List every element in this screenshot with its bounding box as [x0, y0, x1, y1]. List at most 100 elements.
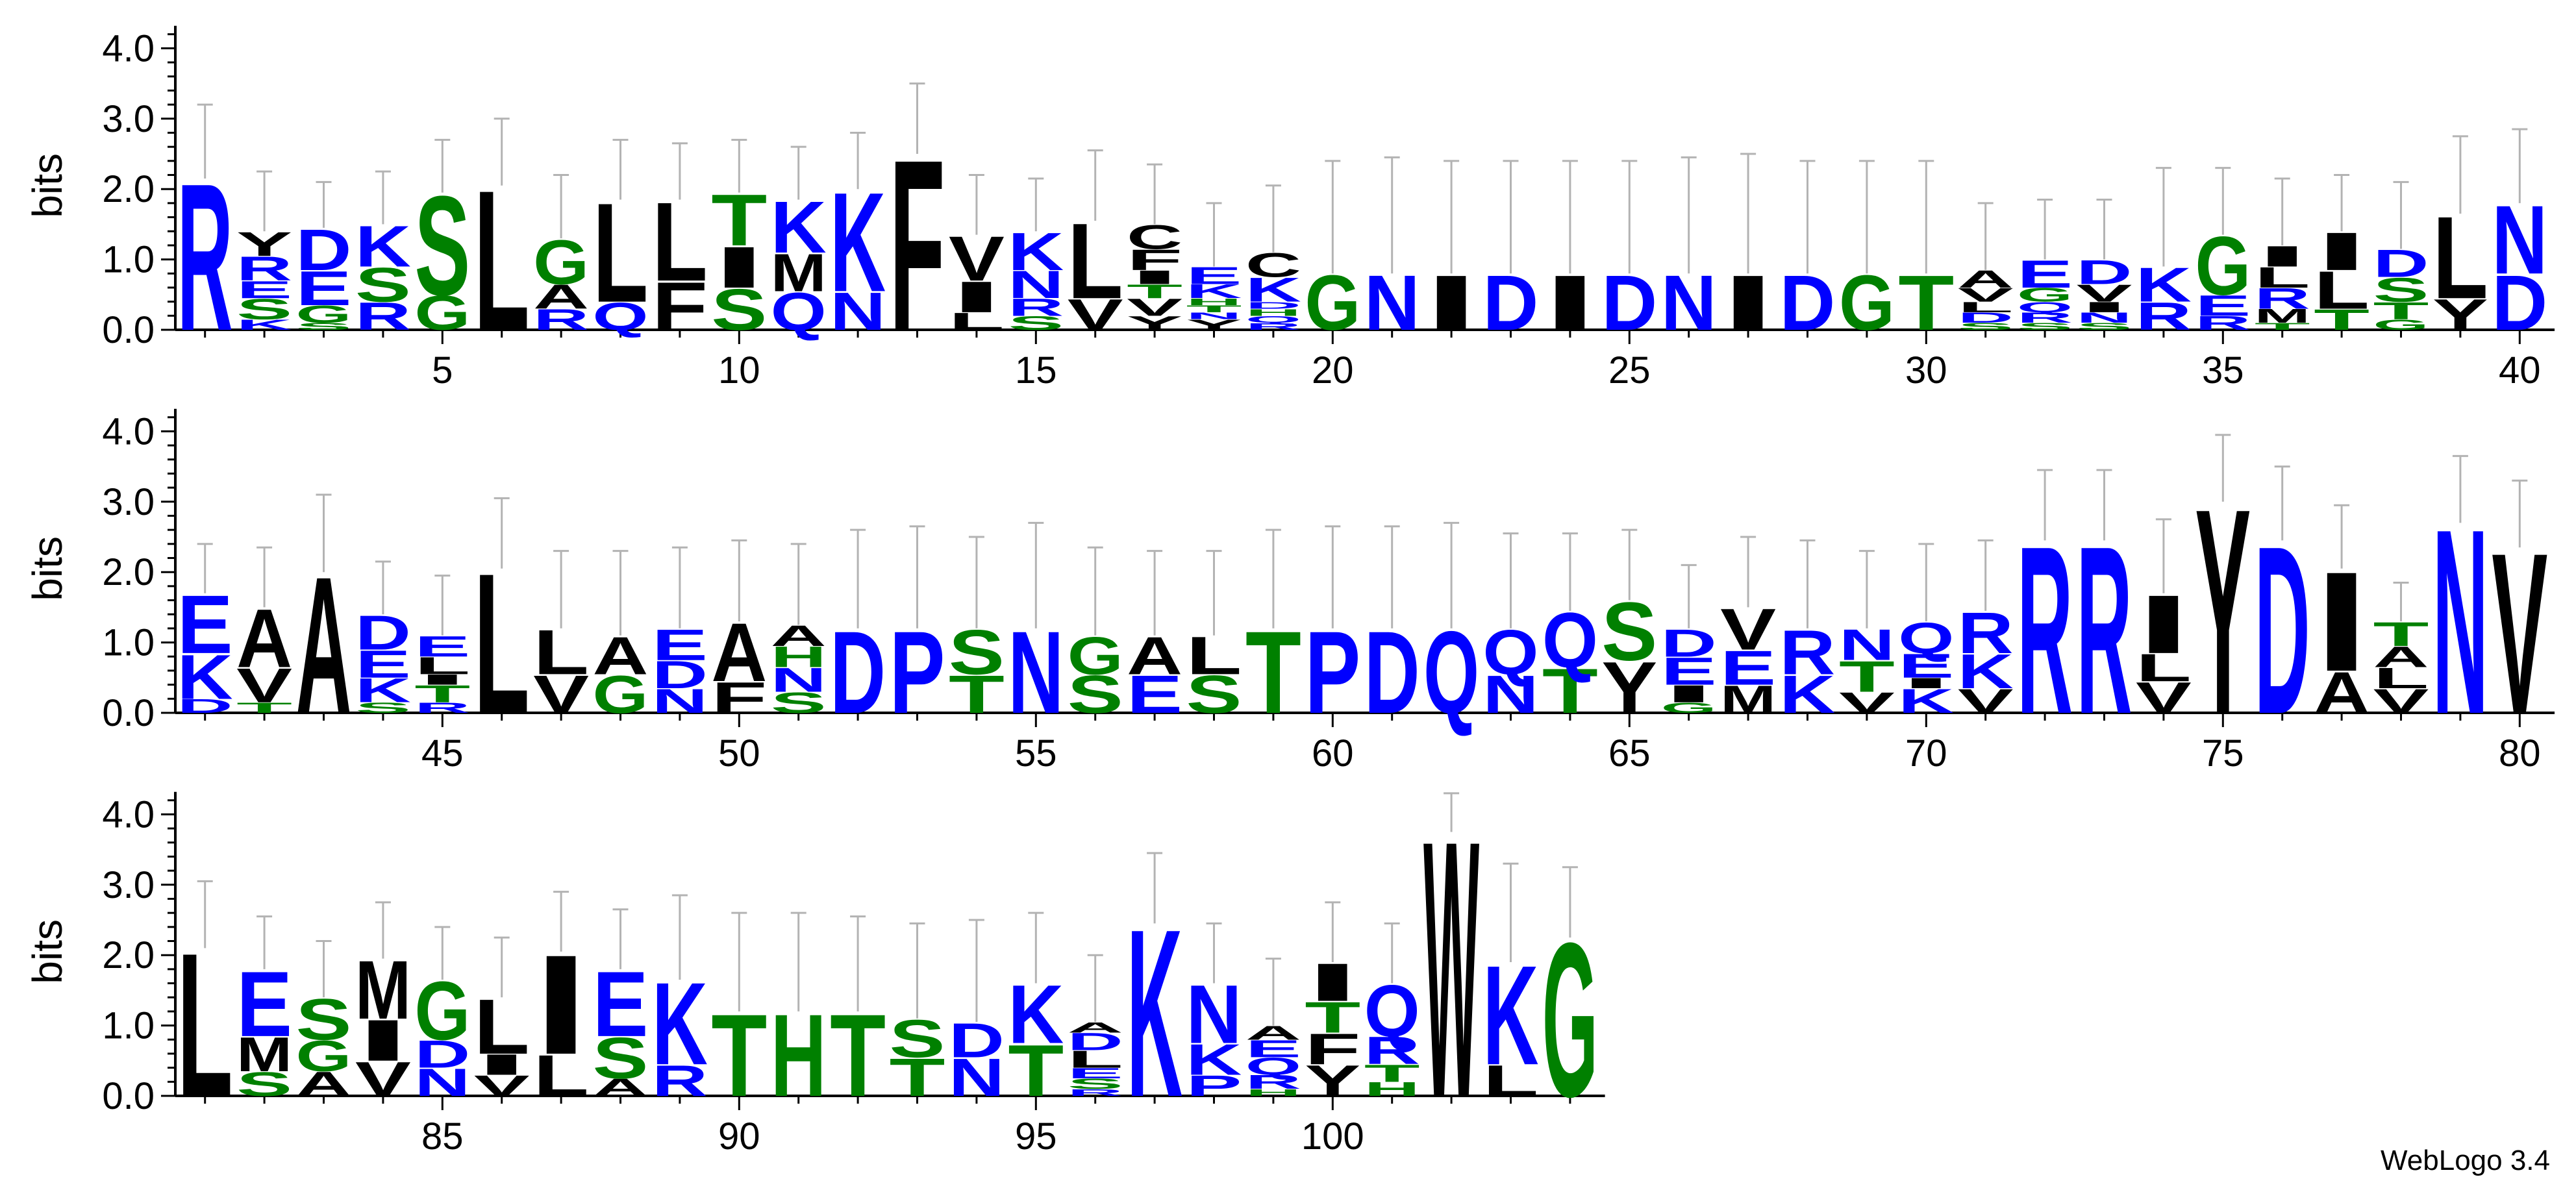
logo-column-61: D: [1364, 525, 1420, 738]
logo-column-60: P: [1305, 525, 1360, 738]
y-tick-label: 0.0: [102, 1075, 155, 1117]
logo-column-28: D: [1780, 160, 1835, 347]
x-tick-label: 15: [1015, 349, 1057, 391]
y-tick-label: 3.0: [102, 864, 155, 906]
residue-letter-C: C: [1245, 247, 1301, 284]
residue-letter-R: R: [2017, 310, 2073, 326]
residue-letter-A: A: [1245, 1022, 1301, 1044]
logo-column-79: N: [2432, 454, 2488, 769]
logo-column-91: H: [771, 911, 827, 1121]
residue-letter-T: T: [1305, 993, 1360, 1042]
residue-letter-D: D: [296, 217, 352, 283]
logo-column-21: N: [1364, 156, 1420, 347]
residue-letter-R: R: [2255, 282, 2310, 315]
residue-letter-T: T: [1245, 607, 1301, 738]
residue-letter-I: I: [533, 926, 589, 1084]
logo-column-52: D: [830, 528, 886, 738]
residue-letter-G: G: [414, 286, 470, 340]
logo-column-98: PKN: [1186, 922, 1242, 1102]
residue-letter-G: G: [1839, 260, 1895, 347]
residue-letter-A: A: [236, 593, 292, 686]
residue-letter-G: G: [2017, 284, 2073, 306]
residue-letter-L: L: [1068, 1046, 1123, 1073]
residue-letter-L: L: [593, 173, 649, 332]
residue-letter-D: D: [1601, 260, 1657, 347]
residue-letter-T: T: [711, 180, 767, 262]
residue-letter-T: T: [2255, 321, 2310, 332]
residue-letter-V: V: [1958, 284, 2014, 306]
residue-letter-V: V: [1958, 682, 2014, 720]
residue-letter-K: K: [1483, 937, 1539, 1095]
logo-column-103: LK: [1483, 862, 1539, 1106]
residue-letter-A: A: [533, 279, 589, 316]
logo-column-27: I: [1720, 153, 1776, 347]
y-tick-label: 0.0: [102, 692, 155, 734]
residue-letter-D: D: [1068, 1028, 1123, 1055]
residue-letter-I: I: [2314, 221, 2370, 282]
residue-letter-K: K: [1127, 880, 1182, 1148]
logo-column-7: RAG: [533, 174, 589, 336]
residue-letter-Y: Y: [1601, 646, 1657, 728]
logo-column-93: TS: [890, 922, 945, 1108]
residue-letter-R: R: [1780, 617, 1836, 688]
residue-letter-D: D: [177, 695, 233, 717]
logo-column-82: SME: [236, 915, 292, 1103]
y-axis-label: bits: [24, 536, 71, 601]
residue-letter-S: S: [355, 699, 411, 715]
residue-letter-H: H: [1186, 296, 1242, 307]
logo-column-4: RSK: [355, 170, 411, 338]
residue-letter-S: S: [2373, 271, 2429, 309]
y-axis-label: bits: [24, 919, 71, 984]
residue-letter-T: T: [711, 990, 767, 1121]
residue-letter-D: D: [2492, 260, 2547, 347]
logo-column-86: VIL: [474, 936, 530, 1102]
residue-letter-Q: Q: [1245, 314, 1301, 325]
logo-column-62: Q: [1423, 521, 1479, 738]
logo-column-83: AGS: [296, 940, 351, 1103]
residue-letter-R: R: [1008, 293, 1064, 321]
logo-column-104: G: [1542, 866, 1598, 1143]
residue-letter-M: M: [236, 1028, 292, 1082]
residue-letter-S: S: [711, 277, 767, 343]
residue-letter-M: M: [1720, 678, 1776, 721]
y-tick-label: 3.0: [102, 98, 155, 140]
residue-letter-Y: Y: [1127, 312, 1182, 334]
y-tick-label: 2.0: [102, 551, 155, 593]
residue-letter-D: D: [1364, 608, 1420, 738]
residue-letter-K: K: [652, 959, 708, 1089]
residue-letter-V: V: [1839, 687, 1895, 719]
residue-letter-D: D: [1958, 310, 2014, 326]
x-tick-label: 20: [1312, 349, 1354, 391]
residue-letter-F: F: [711, 673, 767, 722]
residue-letter-E: E: [1720, 641, 1776, 695]
residue-letter-K: K: [771, 186, 827, 269]
residue-letter-E: E: [414, 630, 470, 663]
residue-letter-R: R: [177, 140, 233, 375]
residue-letter-T: T: [2373, 297, 2429, 325]
residue-letter-V: V: [355, 1052, 411, 1106]
residue-letter-G: G: [1661, 700, 1717, 716]
residue-letter-I: I: [1423, 259, 1479, 347]
residue-letter-R: R: [2077, 497, 2132, 765]
residue-letter-G: G: [1305, 260, 1360, 347]
residue-letter-T: T: [890, 1048, 945, 1108]
residue-letter-F: F: [1127, 243, 1182, 277]
x-tick-label: 40: [2499, 349, 2541, 391]
logo-column-73: R: [2077, 469, 2132, 765]
residue-letter-W: W: [1423, 764, 1480, 1174]
x-tick-label: 60: [1312, 732, 1354, 775]
logo-column-65: YS: [1601, 528, 1657, 728]
x-tick-label: 5: [432, 349, 453, 391]
residue-letter-S: S: [296, 321, 352, 332]
x-tick-label: 35: [2202, 349, 2244, 391]
residue-letter-V: V: [236, 659, 292, 713]
residue-letter-E: E: [2017, 253, 2073, 296]
x-tick-label: 70: [1905, 732, 1947, 775]
residue-letter-S: S: [1068, 1076, 1123, 1092]
